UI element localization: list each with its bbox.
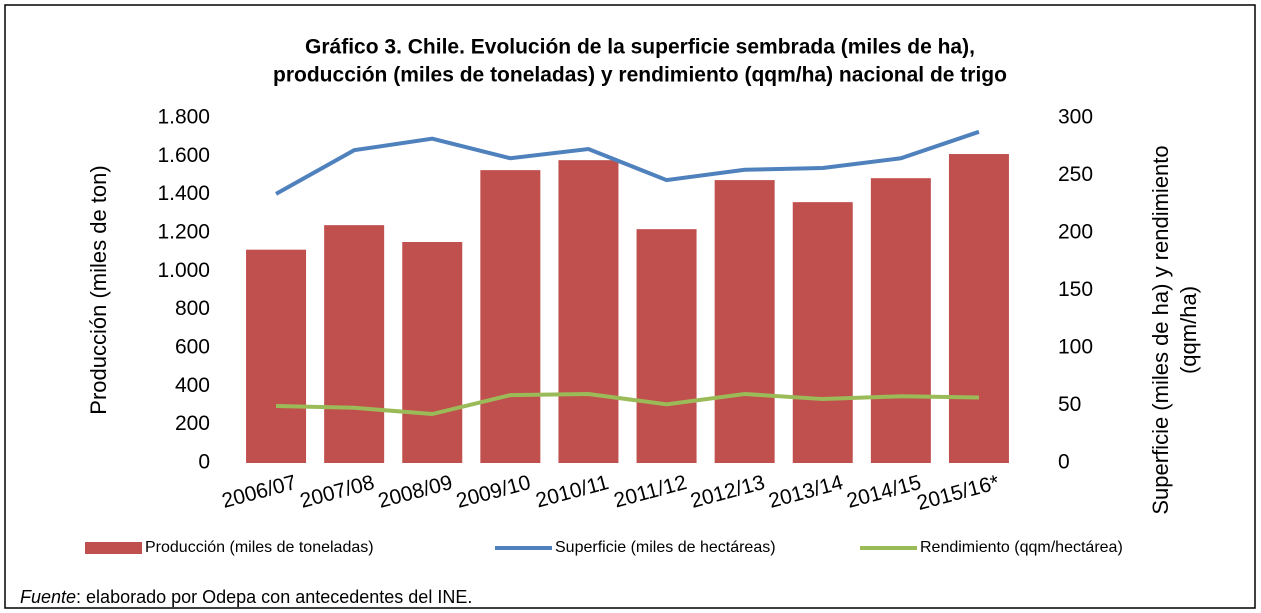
y-tick-label: 800 <box>175 297 210 320</box>
x-tick-label: 2007/08 <box>298 471 377 513</box>
y2-tick-label: 0 <box>1058 451 1070 474</box>
bar <box>480 170 541 463</box>
y-tick-label: 600 <box>175 336 210 359</box>
y-tick-label: 0 <box>198 451 210 474</box>
y-tick-label: 1.200 <box>157 221 210 244</box>
x-tick-label: 2006/07 <box>219 471 298 513</box>
line-series <box>276 391 979 417</box>
x-tick-label: 2010/11 <box>533 471 611 512</box>
y-tick-label: 1.600 <box>157 144 210 167</box>
frame <box>4 4 1256 609</box>
legend-label: Rendimiento (qqm/hectárea) <box>920 539 1123 556</box>
x-tick-label: 2012/13 <box>688 471 767 513</box>
x-tick-label: 2013/14 <box>766 471 846 513</box>
x-tick-label: 2008/09 <box>376 471 455 513</box>
bar <box>870 178 931 463</box>
legend-swatch <box>85 542 142 554</box>
bar <box>324 225 385 463</box>
bar <box>402 242 463 463</box>
y2-axis-label: Superficie (miles de ha) y rendimiento <box>1148 145 1173 514</box>
chart-title: producción (miles de toneladas) y rendim… <box>273 64 1007 87</box>
y2-tick-label: 150 <box>1058 278 1093 301</box>
y-tick-label: 200 <box>175 412 210 435</box>
x-tick-label: 2014/15 <box>844 471 923 513</box>
y2-tick-label: 50 <box>1058 393 1081 416</box>
y-tick-label: 1.400 <box>157 182 210 205</box>
bar <box>948 154 1009 464</box>
y-tick-label: 1.000 <box>157 259 210 282</box>
bar <box>558 160 619 463</box>
y2-tick-label: 200 <box>1058 221 1093 244</box>
y-tick-label: 400 <box>175 374 210 397</box>
bar <box>636 229 697 463</box>
y-axis-label: Producción (miles de ton) <box>86 165 111 414</box>
y2-tick-label: 250 <box>1058 163 1093 186</box>
y2-axis-label: (qqm/ha) <box>1176 286 1201 374</box>
legend-label: Superficie (miles de hectáreas) <box>555 539 776 556</box>
source-label: Fuente <box>20 587 76 607</box>
y2-tick-label: 100 <box>1058 336 1093 359</box>
bar <box>246 249 307 463</box>
legend-label: Producción (miles de toneladas) <box>145 539 374 556</box>
source: Fuente: elaborado por Odepa con antecede… <box>20 587 472 607</box>
line-series <box>275 129 980 196</box>
chart-title: Gráfico 3. Chile. Evolución de la superf… <box>305 36 975 59</box>
x-tick-label: 2015/16* <box>914 471 1001 515</box>
y2-tick-label: 300 <box>1058 106 1093 129</box>
y-tick-label: 1.800 <box>157 106 210 129</box>
bar <box>714 180 775 463</box>
x-tick-label: 2011/12 <box>612 471 690 512</box>
source-text: : elaborado por Odepa con antecedentes d… <box>76 587 472 607</box>
x-tick-label: 2009/10 <box>454 471 533 513</box>
bar <box>792 202 853 463</box>
